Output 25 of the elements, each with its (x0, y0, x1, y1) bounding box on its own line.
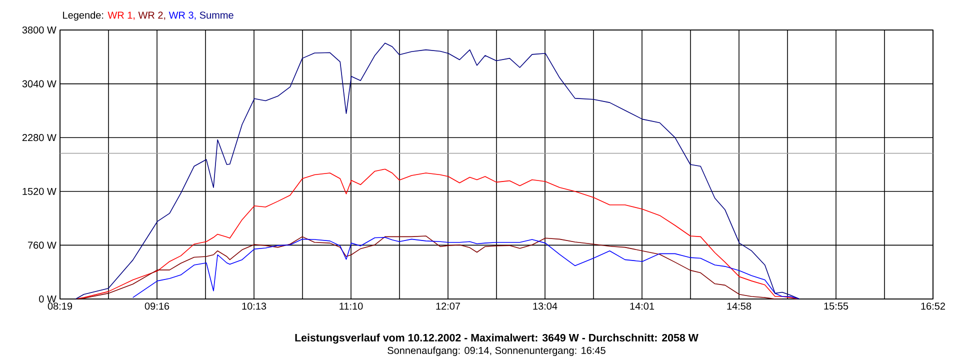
text: Summe (200, 12, 234, 19)
line-series (75, 168, 800, 299)
y-tick-label: 3040 W (22, 80, 56, 88)
x-tick-label: 14:58 (727, 302, 752, 310)
x-tick-label: 08:19 (48, 302, 72, 310)
x-tick-label: 16:52 (921, 302, 946, 310)
text: WR 2, (138, 12, 166, 20)
y-tick-label: 1520 W (22, 188, 56, 195)
y-tick-label: 0 W (39, 295, 56, 303)
x-tick-label: 09:16 (144, 302, 170, 310)
x-tick-label: 12:07 (436, 302, 460, 310)
y-tick-label: 760 W (28, 242, 56, 249)
x-tick-label: 15:55 (824, 302, 848, 310)
y-tick-label: 3800 W (22, 26, 56, 34)
x-tick-label: 14:01 (630, 302, 654, 310)
x-tick-label: 11:10 (340, 302, 363, 310)
x-tick-label: 10:13 (242, 302, 266, 310)
y-tick-label: 2280 W (22, 134, 56, 142)
text: WR 3, (168, 12, 196, 20)
text: Sonnenaufgang: 09:14, Sonnenuntergang: 16:45 (388, 346, 606, 356)
text: WR 1, (108, 12, 135, 20)
text: Leistungsverlauf vom 10.12.2002 - Maximalwert: 3649 W - Durchschnitt: 2058 W (295, 334, 698, 344)
line-series (75, 42, 800, 299)
legend-title: Legende: (63, 11, 104, 21)
x-tick-label: 13:04 (533, 302, 558, 310)
